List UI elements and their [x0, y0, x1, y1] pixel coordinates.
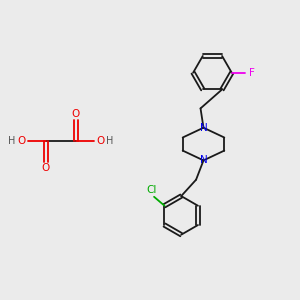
Text: N: N [200, 123, 207, 133]
Text: H: H [106, 136, 114, 146]
Text: O: O [72, 109, 80, 119]
Text: O: O [42, 163, 50, 173]
Text: Cl: Cl [146, 185, 156, 195]
Text: F: F [249, 68, 255, 78]
Text: H: H [8, 136, 16, 146]
Text: N: N [200, 155, 207, 165]
Text: O: O [96, 136, 104, 146]
Text: O: O [17, 136, 26, 146]
